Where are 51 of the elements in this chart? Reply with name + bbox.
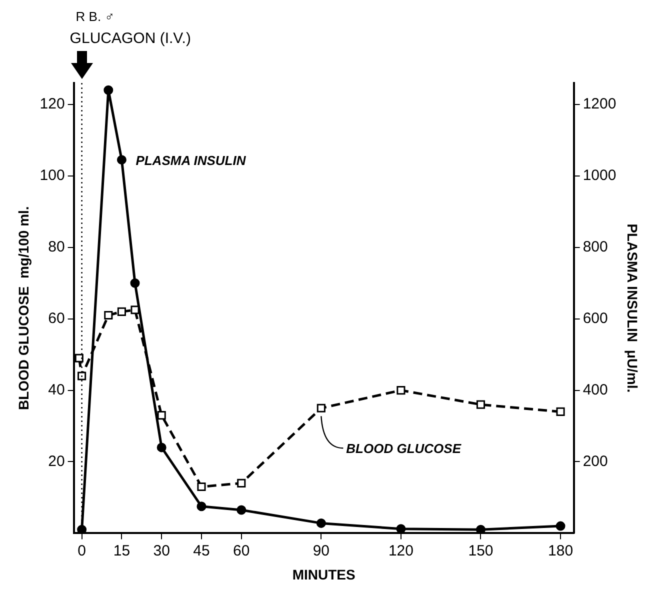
ref-line-label: GLUCAGON (I.V.) (70, 30, 191, 47)
point (74, 354, 84, 362)
point (316, 404, 326, 412)
x-tick-label: 60 (233, 542, 250, 560)
y-tick-label: 20 (48, 452, 65, 470)
x-tick-label: 45 (193, 542, 210, 560)
y2-tick-label: 1200 (582, 96, 616, 113)
y-tick-label: 120 (40, 96, 65, 113)
point (157, 411, 166, 420)
point (78, 372, 86, 380)
x-tick-label: 0 (78, 542, 86, 560)
series-label: PLASMA INSULIN (136, 152, 246, 168)
point (196, 502, 206, 512)
x-tick-label: 120 (388, 542, 414, 560)
point (156, 442, 166, 452)
point (104, 85, 114, 95)
y2-axis-title: PLASMA INSULIN μU/ml. (624, 224, 641, 393)
x-tick-label: 15 (113, 542, 130, 560)
y2-tick-label: 1000 (582, 167, 616, 184)
point (396, 386, 406, 395)
point (556, 521, 566, 531)
point (130, 278, 140, 288)
y-tick-label: 40 (48, 381, 65, 398)
point (476, 400, 486, 409)
point (130, 306, 140, 314)
point (77, 524, 87, 534)
point (236, 505, 246, 515)
point (556, 407, 565, 416)
y2-tick-label: 200 (582, 452, 608, 470)
x-tick-label: 150 (468, 542, 494, 560)
y-tick-label: 60 (48, 310, 65, 327)
x-axis-title: MINUTES (292, 566, 356, 582)
y-axis-title: BLOOD GLUCOSE mg/100 ml. (15, 206, 32, 410)
y-tick-label: 100 (40, 167, 65, 184)
point (197, 482, 206, 492)
y-tick-label: 80 (48, 238, 65, 256)
point (396, 524, 406, 534)
point (116, 155, 126, 165)
point (476, 524, 486, 534)
point (104, 310, 113, 320)
x-tick-label: 30 (153, 542, 170, 560)
x-tick-label: 180 (548, 542, 574, 560)
point (117, 307, 126, 316)
y2-tick-label: 600 (582, 310, 608, 327)
point (316, 518, 326, 528)
x-tick-label: 90 (312, 542, 330, 560)
y2-tick-label: 400 (582, 381, 608, 398)
y2-tick-label: 800 (582, 238, 608, 256)
text: R B. ♂ (76, 9, 114, 24)
text: BLOOD GLUCOSE (346, 441, 462, 456)
point (237, 478, 246, 488)
